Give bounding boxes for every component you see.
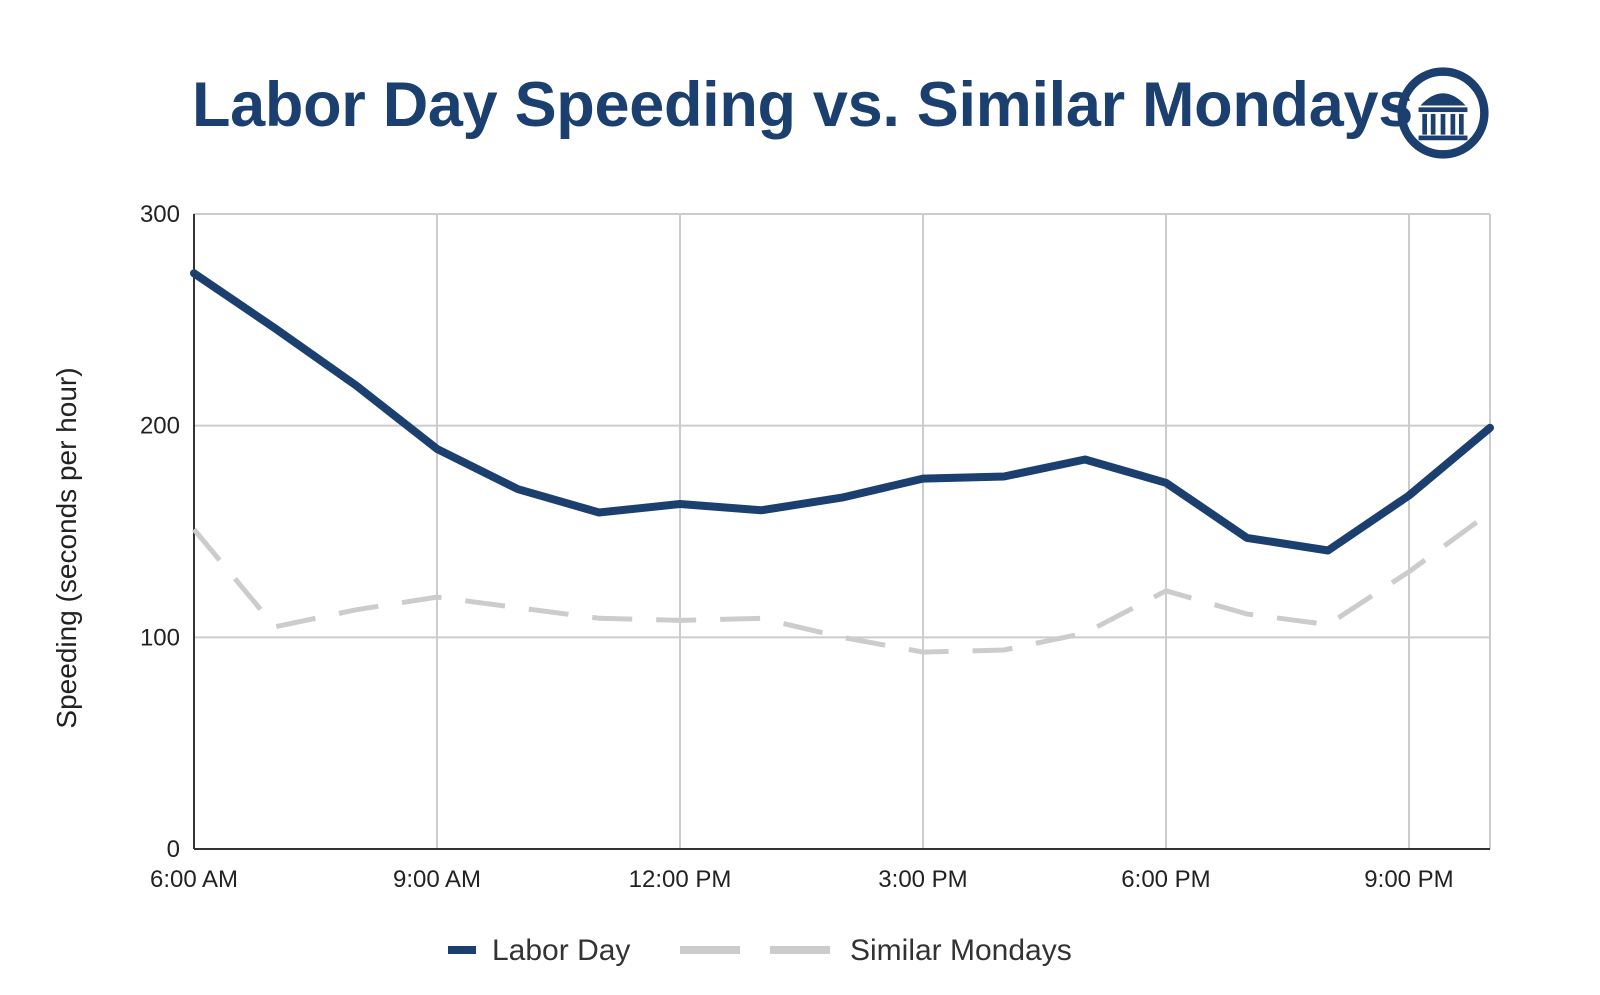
y-tick-label-0: 0 — [167, 836, 180, 863]
y-tick-label-300: 300 — [140, 201, 180, 228]
legend-label-similar-mondays: Similar Mondays — [850, 934, 1072, 967]
x-tick-label-9-00-pm: 9:00 PM — [1364, 866, 1453, 893]
series-line-similar-mondays — [192, 510, 1492, 655]
x-tick-label-6-00-pm: 6:00 PM — [1121, 866, 1210, 893]
series-line-labor-day — [190, 269, 1494, 555]
y-tick-label-200: 200 — [140, 413, 180, 440]
tick-labels: 0 100 200 300 6:00 AM 9:00 AM 12:00 PM 3:00 PM 6… — [140, 201, 1454, 893]
chart-title: Labor Day Speeding vs. Similar Mondays — [192, 70, 1413, 140]
x-tick-label-12-00-pm: 12:00 PM — [629, 866, 732, 893]
legend-label-labor-day: Labor Day — [492, 934, 630, 967]
axes — [193, 214, 1490, 850]
y-tick-label-100: 100 — [140, 624, 180, 651]
x-tick-label-9-00-am: 9:00 AM — [393, 866, 481, 893]
series-lines — [190, 269, 1494, 655]
legend: Labor Day Similar Mondays — [448, 934, 1072, 967]
x-tick-label-3-00-pm: 3:00 PM — [878, 866, 967, 893]
x-tick-label-6-00-am: 6:00 AM — [150, 866, 238, 893]
capitol-building-icon — [1397, 67, 1489, 159]
y-axis-title: Speeding (seconds per hour) — [51, 367, 82, 728]
grid-lines — [193, 213, 1491, 849]
